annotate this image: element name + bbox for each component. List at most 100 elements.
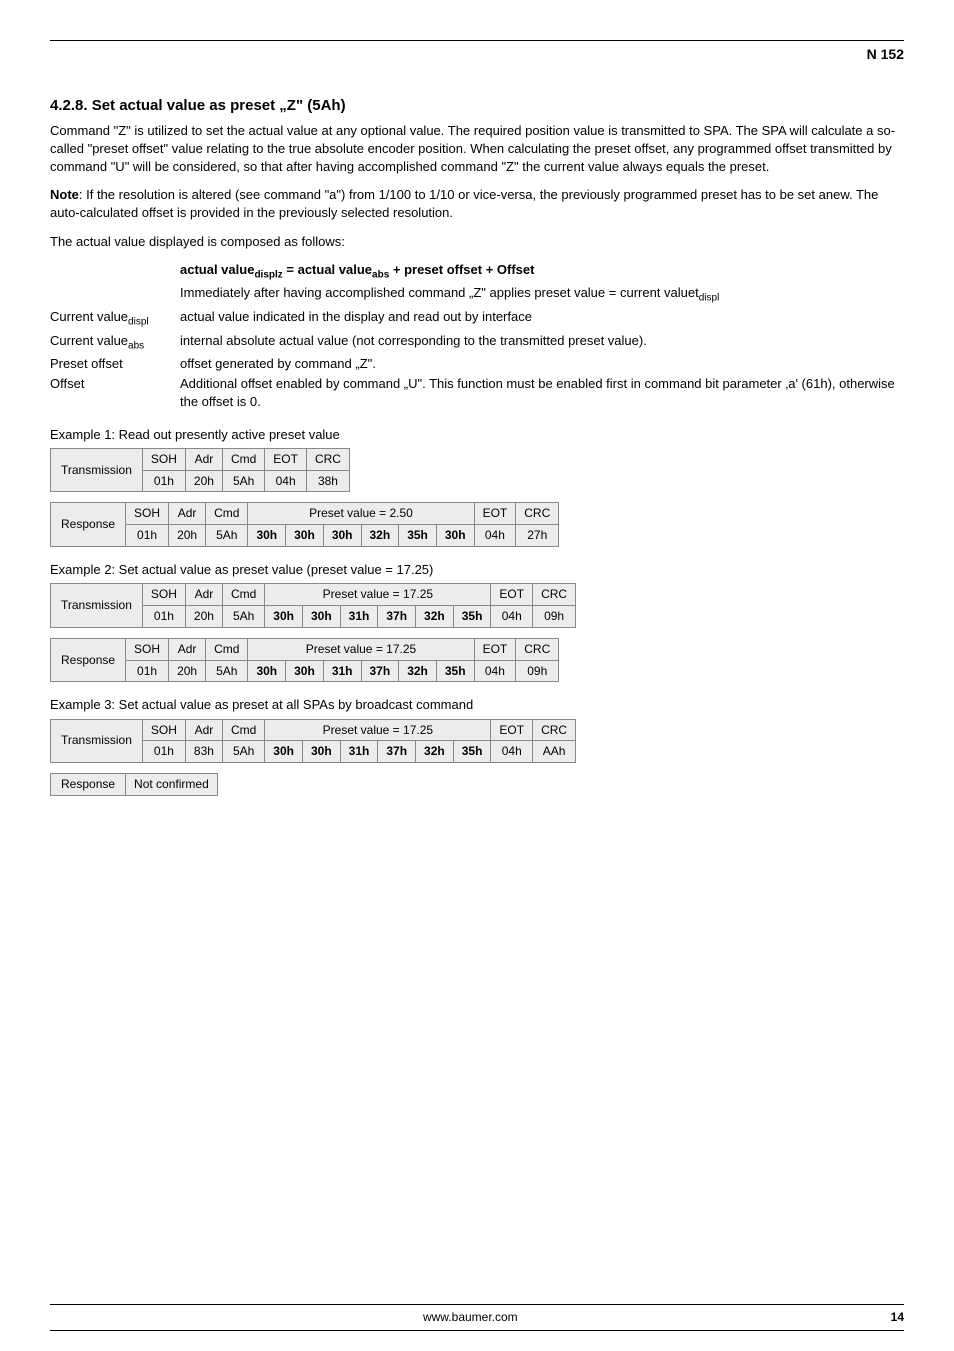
- section-heading: 4.2.8. Set actual value as preset „Z" (5…: [50, 95, 904, 116]
- ex1-tx-label: Transmission: [51, 448, 143, 492]
- ex1-rx-h-adr: Adr: [169, 503, 206, 525]
- ex2-tx-h-cmd: Cmd: [222, 584, 264, 606]
- ex1-rx-h-preset: Preset value = 2.50: [248, 503, 474, 525]
- ex2-rx-vm3: 37h: [361, 660, 399, 682]
- def1-text: actual value indicated in the display an…: [180, 308, 904, 330]
- ex1-rx-vm0: 30h: [248, 525, 286, 547]
- def3-text: offset generated by command „Z".: [180, 355, 904, 373]
- def1-label: Current valuedispl: [50, 308, 180, 330]
- ex2-rx-v1: 20h: [169, 660, 206, 682]
- ex2-tx-vm2: 31h: [340, 606, 378, 628]
- def-row-2: Current valueabs internal absolute actua…: [50, 332, 904, 354]
- displayed-intro: The actual value displayed is composed a…: [50, 233, 904, 251]
- ex1-tx-v0: 01h: [142, 470, 185, 492]
- ex2-rx-h-adr: Adr: [169, 638, 206, 660]
- ex1-rx-vm4: 35h: [399, 525, 437, 547]
- ex1-rx-vb0: 04h: [474, 525, 516, 547]
- ex2-tx-h-preset: Preset value = 17.25: [265, 584, 491, 606]
- ex2-rx-h-soh: SOH: [126, 638, 169, 660]
- ex3-tx-h-soh: SOH: [142, 719, 185, 741]
- ex2-rx-vb1: 09h: [516, 660, 559, 682]
- ex3-tx-vm3: 37h: [378, 741, 416, 763]
- ex2-tx-h-crc: CRC: [533, 584, 576, 606]
- ex2-rx-h-preset: Preset value = 17.25: [248, 638, 474, 660]
- ex1-tx-v2: 5Ah: [222, 470, 264, 492]
- ex2-rx-h-cmd: Cmd: [206, 638, 248, 660]
- ex1-tx-h0: SOH: [142, 448, 185, 470]
- ex3-tx-vm2: 31h: [340, 741, 378, 763]
- ex2-tx-v0: 01h: [142, 606, 185, 628]
- def2-label: Current valueabs: [50, 332, 180, 354]
- page-label: N 152: [50, 45, 904, 65]
- formula-prefix: actual value: [180, 262, 254, 277]
- ex2-tx-label: Transmission: [51, 584, 143, 628]
- ex1-rx-vm3: 32h: [361, 525, 399, 547]
- ex1-tx-h4: CRC: [306, 448, 349, 470]
- ex3-rx-label: Response: [51, 774, 126, 796]
- ex2-tx-h-adr: Adr: [185, 584, 222, 606]
- ex2-rx-v0: 01h: [126, 660, 169, 682]
- ex2-rx-vm5: 35h: [436, 660, 474, 682]
- ex2-tx-v2: 5Ah: [222, 606, 264, 628]
- ex1-tx-h1: Adr: [185, 448, 222, 470]
- page-footer: www.baumer.com 14: [50, 1304, 904, 1331]
- def-row-1: Current valuedispl actual value indicate…: [50, 308, 904, 330]
- ex2-response-table: Response SOH Adr Cmd Preset value = 17.2…: [50, 638, 559, 683]
- ex1-transmission-table: Transmission SOH Adr Cmd EOT CRC 01h 20h…: [50, 448, 350, 493]
- example2-title: Example 2: Set actual value as preset va…: [50, 561, 904, 579]
- def3-label: Preset offset: [50, 355, 180, 373]
- ex3-tx-v0: 01h: [142, 741, 185, 763]
- def4-label: Offset: [50, 375, 180, 411]
- ex2-tx-vm0: 30h: [265, 606, 303, 628]
- ex2-rx-vb0: 04h: [474, 660, 516, 682]
- def-row-3: Preset offset offset generated by comman…: [50, 355, 904, 373]
- ex3-tx-vb1: AAh: [533, 741, 576, 763]
- top-rule: [50, 40, 904, 41]
- immediate-row: Immediately after having accomplished co…: [50, 284, 904, 306]
- ex1-rx-label: Response: [51, 503, 126, 547]
- ex1-tx-v1: 20h: [185, 470, 222, 492]
- def-row-4: Offset Additional offset enabled by comm…: [50, 375, 904, 411]
- note-label: Note: [50, 187, 79, 202]
- ex3-tx-vm0: 30h: [265, 741, 303, 763]
- formula-eq: = actual value: [283, 262, 372, 277]
- ex3-tx-vm1: 30h: [302, 741, 340, 763]
- ex2-rx-label: Response: [51, 638, 126, 682]
- example3-title: Example 3: Set actual value as preset at…: [50, 696, 904, 714]
- ex2-tx-h-eot: EOT: [491, 584, 533, 606]
- ex2-tx-vb0: 04h: [491, 606, 533, 628]
- ex2-rx-vm2: 31h: [323, 660, 361, 682]
- ex1-rx-v1: 20h: [169, 525, 206, 547]
- ex3-tx-vm5: 35h: [453, 741, 491, 763]
- ex2-transmission-table: Transmission SOH Adr Cmd Preset value = …: [50, 583, 576, 628]
- ex3-tx-vb0: 04h: [491, 741, 533, 763]
- formula-sub2: abs: [372, 269, 389, 280]
- ex1-rx-vm5: 30h: [436, 525, 474, 547]
- ex3-transmission-table: Transmission SOH Adr Cmd Preset value = …: [50, 719, 576, 764]
- ex3-rx-text: Not confirmed: [126, 774, 218, 796]
- ex3-tx-h-crc: CRC: [533, 719, 576, 741]
- ex2-rx-vm0: 30h: [248, 660, 286, 682]
- ex2-tx-vm4: 32h: [416, 606, 454, 628]
- immediate-blank-label: [50, 284, 180, 306]
- ex2-rx-h-crc: CRC: [516, 638, 559, 660]
- ex1-response-table: Response SOH Adr Cmd Preset value = 2.50…: [50, 502, 559, 547]
- ex2-rx-h-eot: EOT: [474, 638, 516, 660]
- ex1-rx-h-eot: EOT: [474, 503, 516, 525]
- ex2-rx-vm1: 30h: [286, 660, 324, 682]
- ex1-rx-vm2: 30h: [323, 525, 361, 547]
- ex1-rx-v2: 5Ah: [206, 525, 248, 547]
- footer-center: www.baumer.com: [423, 1309, 518, 1326]
- ex1-tx-v4: 38h: [306, 470, 349, 492]
- ex3-tx-label: Transmission: [51, 719, 143, 763]
- formula-line: actual valuedisplz = actual valueabs + p…: [180, 261, 904, 283]
- ex1-rx-h-soh: SOH: [126, 503, 169, 525]
- ex1-rx-h-cmd: Cmd: [206, 503, 248, 525]
- ex2-tx-vm1: 30h: [302, 606, 340, 628]
- ex1-rx-vm1: 30h: [286, 525, 324, 547]
- footer-right: 14: [891, 1309, 904, 1326]
- def4-text: Additional offset enabled by command „U"…: [180, 375, 904, 411]
- ex2-tx-h-soh: SOH: [142, 584, 185, 606]
- ex2-tx-v1: 20h: [185, 606, 222, 628]
- ex3-tx-h-adr: Adr: [185, 719, 222, 741]
